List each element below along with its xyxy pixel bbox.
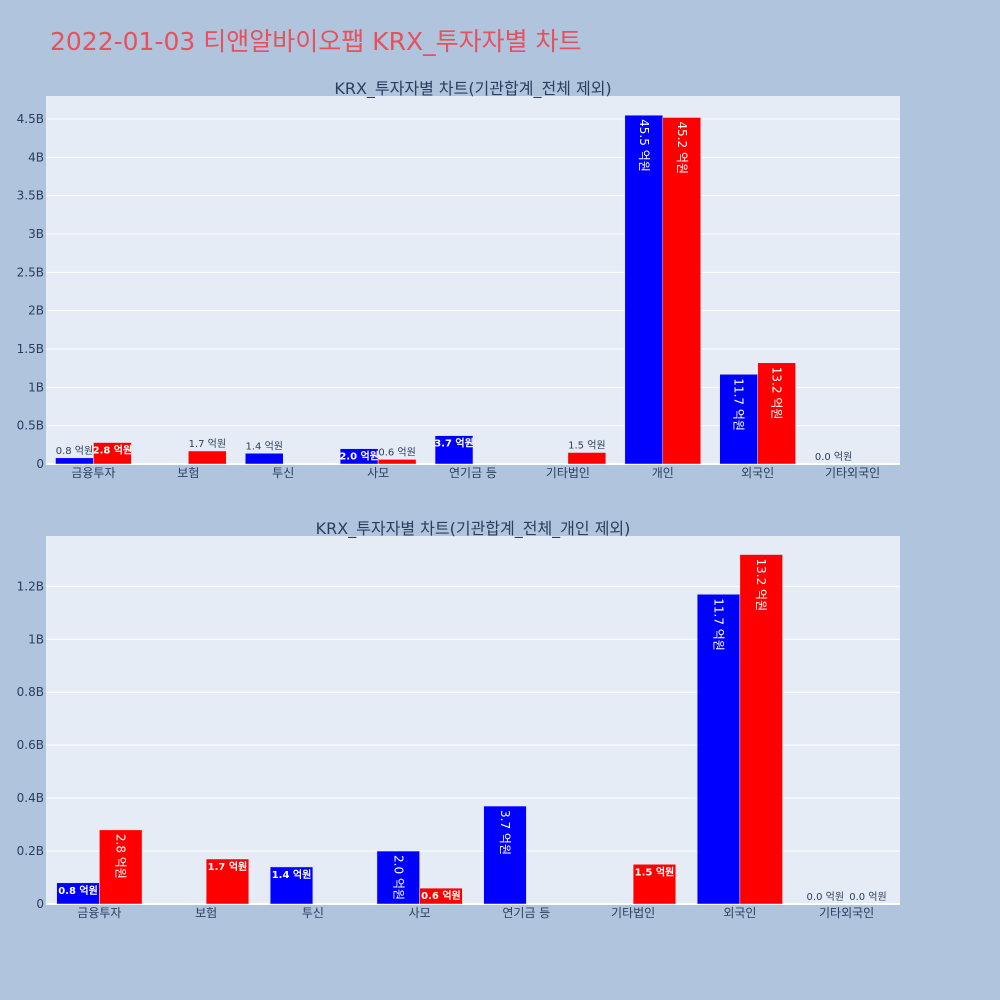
x-tick-label: 보험 [177,466,199,480]
x-tick-label: 투신 [302,906,324,920]
data-label: 1.7 억원 [208,860,248,873]
y-tick-label: 1.2B [17,579,44,593]
bar [269,866,314,905]
bar [93,442,132,465]
page-title: 2022-01-03 티앤알바이오팹 KRX_투자자별 차트 [50,27,582,56]
x-tick-label: 금융투자 [77,906,121,920]
y-tick-label: 1B [28,632,44,646]
chart-title: KRX_투자자별 차트(기관합계_전체_개인 제외) [316,519,631,539]
x-tick-label: 사모 [409,906,431,920]
data-label: 11.7 억원 [732,378,746,431]
bar [339,448,379,465]
bar [483,805,527,905]
data-label: 0.8 억원 [56,445,93,457]
x-tick-label: 개인 [652,466,674,480]
data-label: 45.2 억원 [675,121,689,174]
chart-title: KRX_투자자별 차트(기관합계_전체 제외) [334,79,611,99]
data-label: 0.6 억원 [421,889,461,902]
data-label: 0.6 억원 [378,446,415,458]
x-tick-label: 보험 [195,906,217,920]
data-label: 2.8 억원 [93,444,133,457]
y-tick-label: 0.2B [17,844,44,858]
x-tick-label: 외국인 [723,906,756,920]
y-tick-label: 0.6B [17,738,44,752]
y-tick-label: 3.5B [17,189,44,203]
bar [739,554,783,905]
bar [377,459,417,465]
x-tick-label: 사모 [367,466,389,480]
x-tick-label: 기타법인 [611,906,655,920]
bar [205,858,250,905]
y-tick-label: 3B [28,227,44,241]
x-tick-label: 투신 [272,466,294,480]
bar [376,850,420,905]
data-label: 45.5 억원 [637,119,651,172]
y-tick-label: 0.5B [17,419,44,433]
x-tick-label: 기타외국인 [825,466,880,480]
bar [99,829,143,905]
data-label: 1.5 억원 [568,440,605,452]
data-label: 13.2 억원 [770,367,784,420]
y-tick-label: 1.5B [17,342,44,356]
y-tick-label: 2B [28,304,44,318]
y-tick-label: 0.8B [17,685,44,699]
bar [567,452,607,465]
bar [632,864,677,905]
y-tick-label: 4B [28,150,44,164]
data-label: 13.2 억원 [754,559,768,612]
x-tick-label: 기타외국인 [819,906,874,920]
bar [419,887,463,905]
bar [188,450,227,465]
x-tick-label: 금융투자 [71,466,115,480]
y-tick-label: 4.5B [17,112,44,126]
x-tick-label: 기타법인 [546,466,590,480]
y-tick-label: 2.5B [17,265,44,279]
data-label: 0.0 억원 [849,891,886,903]
data-label: 2.0 억원 [339,450,379,463]
data-label: 1.5 억원 [635,865,675,878]
data-label: 0.8 억원 [58,884,98,897]
bar [696,593,741,905]
data-label: 3.7 억원 [434,437,474,450]
data-label: 1.4 억원 [272,868,312,881]
data-label: 2.8 억원 [114,834,128,879]
y-tick-label: 0 [36,897,44,911]
chart-1: 0 0.5B 1B 1.5B 2B 2.5B 3B 3.5B 4B 4.5B KRX_투자자별 차트… [17,79,900,480]
bar [624,114,664,465]
bar [245,453,284,465]
x-tick-label: 연기금 등 [449,466,497,480]
y-tick-label: 0 [36,457,44,471]
data-label: 0.0 억원 [807,891,844,903]
x-tick-label: 연기금 등 [502,906,550,920]
data-label: 11.7 억원 [712,598,726,651]
bar [434,435,474,465]
data-label: 0.0 억원 [815,451,852,463]
bar [662,117,701,465]
bar [719,374,758,465]
data-label: 1.7 억원 [189,438,226,450]
bar [757,362,796,465]
y-tick-label: 0.4B [17,791,44,805]
data-label: 3.7 억원 [498,810,512,855]
x-tick-label: 외국인 [741,466,774,480]
data-label: 1.4 억원 [246,440,283,452]
data-label: 2.0 억원 [391,855,405,900]
y-tick-label: 1B [28,380,44,394]
